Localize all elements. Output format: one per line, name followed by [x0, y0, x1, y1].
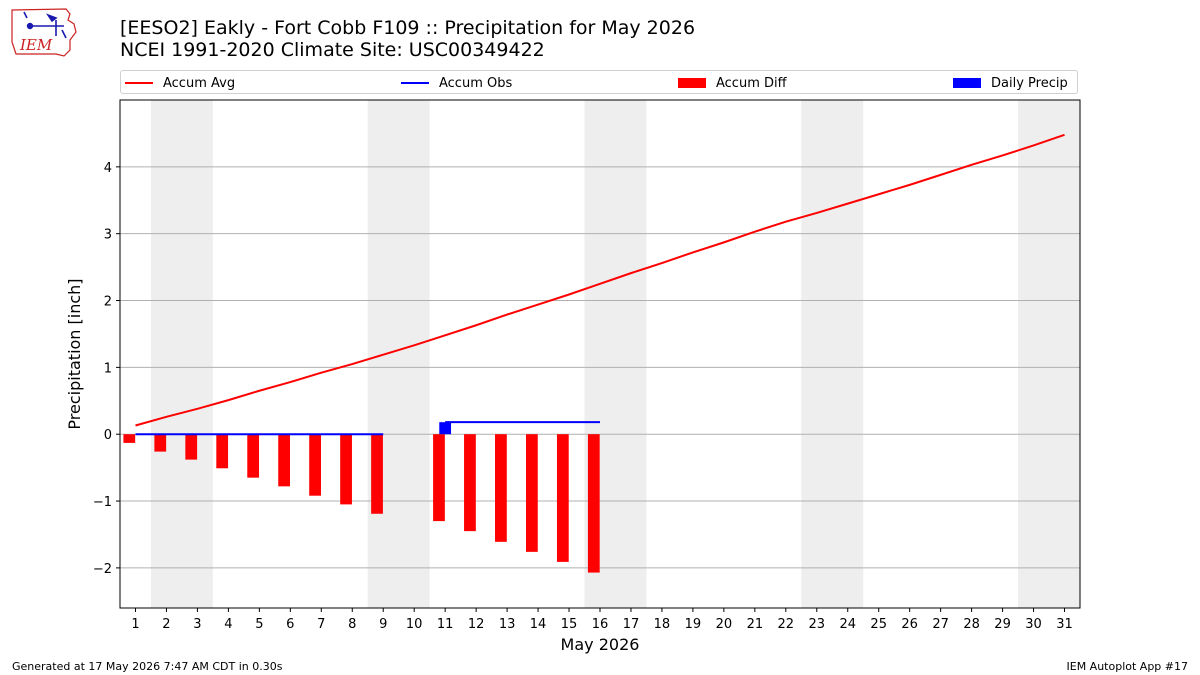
x-tick-label: 19 [685, 617, 702, 632]
x-tick-label: 18 [654, 617, 671, 632]
chart-title-line2: NCEI 1991-2020 Climate Site: USC00349422 [120, 39, 545, 61]
chart-legend: Accum Avg Accum Obs Accum Diff Daily Pre… [120, 70, 1078, 94]
legend-swatch-daily-precip [953, 78, 981, 88]
legend-label-accum-obs: Accum Obs [439, 75, 513, 91]
x-tick-label: 3 [193, 617, 201, 632]
x-tick-label: 22 [778, 617, 795, 632]
footer-app-label: IEM Autoplot App #17 [1066, 660, 1189, 673]
accum-diff-bar [464, 434, 476, 532]
x-tick-label: 26 [901, 617, 918, 632]
iowa-outline-icon [11, 8, 77, 57]
x-tick-label: 21 [747, 617, 764, 632]
x-tick-label: 6 [286, 617, 294, 632]
weather-station-icon [23, 11, 67, 39]
weekend-band-3 [801, 100, 864, 608]
x-tick-label: 1 [131, 617, 139, 632]
chart-title: [EESO2] Eakly - Fort Cobb F109 :: Precip… [120, 17, 695, 61]
x-tick-label: 31 [1056, 617, 1073, 632]
x-tick-label: 12 [468, 617, 485, 632]
accum-diff-bar [433, 434, 445, 522]
x-tick-label: 30 [1025, 617, 1042, 632]
accum-diff-bar [495, 434, 507, 542]
x-axis-label: May 2026 [561, 635, 640, 654]
weekend-band-0 [150, 100, 213, 608]
y-tick-label: 1 [104, 361, 112, 376]
logo-text: IEM [19, 36, 53, 54]
x-tick-label: 16 [592, 617, 609, 632]
legend-item-daily-precip: Daily Precip [953, 74, 1068, 92]
x-tick-label: 13 [499, 617, 516, 632]
x-tick-label: 17 [623, 617, 640, 632]
y-tick-label: 3 [104, 228, 112, 243]
accum-avg-line [135, 133, 1065, 427]
x-tick-label: 20 [716, 617, 733, 632]
legend-label-accum-diff: Accum Diff [716, 75, 787, 91]
daily-precip-bar [439, 422, 452, 435]
x-tick-label: 24 [839, 617, 856, 632]
accum-diff-bar [525, 434, 538, 552]
x-tick-label: 7 [317, 617, 325, 632]
x-tick-label: 27 [932, 617, 949, 632]
accum-diff-bar [371, 434, 383, 514]
accum-diff-bar [309, 434, 321, 496]
x-tick-label: 5 [255, 617, 263, 632]
accum-diff-bar [123, 434, 136, 443]
y-tick-label: −2 [93, 562, 112, 577]
legend-swatch-accum-avg [125, 82, 153, 84]
accum-diff-bar [185, 434, 198, 460]
accum-diff-bar [216, 434, 229, 469]
y-tick-label: 4 [104, 161, 112, 176]
legend-label-daily-precip: Daily Precip [991, 75, 1068, 91]
y-tick-label: −1 [93, 495, 112, 510]
accum-diff-bar [556, 434, 569, 562]
accum-diff-bar [587, 434, 600, 573]
y-tick-label: 2 [104, 295, 112, 310]
x-tick-label: 23 [809, 617, 826, 632]
x-tick-label: 9 [379, 617, 387, 632]
legend-swatch-accum-obs [401, 82, 429, 84]
legend-item-accum-avg: Accum Avg [125, 74, 235, 92]
x-tick-label: 2 [162, 617, 170, 632]
x-tick-label: 11 [437, 617, 454, 632]
chart-title-line1: [EESO2] Eakly - Fort Cobb F109 :: Precip… [120, 17, 696, 39]
accum-diff-bar [247, 434, 260, 478]
x-tick-label: 8 [348, 617, 356, 632]
accum-diff-bar [154, 434, 167, 452]
x-tick-label: 10 [406, 617, 423, 632]
x-tick-label: 4 [224, 617, 232, 632]
x-tick-label: 15 [561, 617, 578, 632]
weekend-band-1 [367, 100, 430, 608]
x-tick-label: 28 [963, 617, 980, 632]
legend-label-accum-avg: Accum Avg [163, 75, 236, 91]
x-tick-label: 14 [530, 617, 547, 632]
footer-generated-text: Generated at 17 May 2026 7:47 AM CDT in … [12, 660, 283, 673]
x-tick-label: 25 [870, 617, 887, 632]
iem-logo: IEM [11, 8, 77, 57]
legend-item-accum-diff: Accum Diff [678, 74, 787, 92]
y-axis-label: Precipitation [inch] [65, 278, 84, 429]
accum-diff-bar [340, 434, 352, 505]
accum-diff-bar [278, 434, 291, 487]
legend-item-accum-obs: Accum Obs [401, 74, 512, 92]
y-tick-label: 0 [104, 428, 112, 443]
x-tick-label: 29 [994, 617, 1011, 632]
legend-swatch-accum-diff [678, 78, 706, 88]
weekend-band-4 [1018, 100, 1080, 608]
